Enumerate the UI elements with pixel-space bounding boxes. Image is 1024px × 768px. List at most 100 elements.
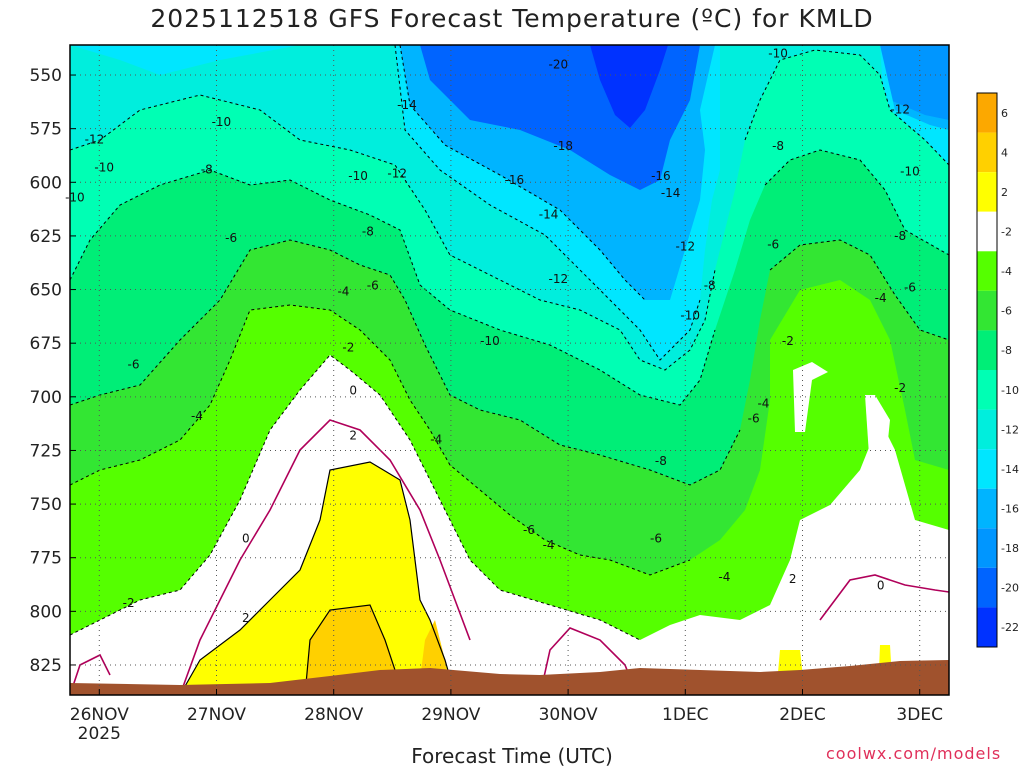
contour-label: -6 <box>650 531 662 545</box>
contour-label: -4 <box>543 538 555 552</box>
y-tick-label: 700 <box>30 388 62 408</box>
colorbar-swatch <box>977 567 997 608</box>
colorbar-label: -6 <box>1001 305 1012 318</box>
contour-label: -18 <box>553 139 573 153</box>
contour-label: -8 <box>201 162 213 176</box>
colorbar-swatch <box>977 251 997 291</box>
y-tick-label: 600 <box>30 173 62 193</box>
contour-label: -4 <box>718 570 730 584</box>
contour-label: -14 <box>397 98 417 112</box>
contour-label: -16 <box>505 173 525 187</box>
x-tick-label: 26NOV <box>70 705 129 725</box>
band-minus2-pocket <box>793 362 828 432</box>
contour-label: -4 <box>191 409 203 423</box>
credit-text: coolwx.com/models <box>826 744 1002 763</box>
contour-label: -6 <box>748 411 760 425</box>
colorbar-label: -16 <box>1001 503 1019 516</box>
terrain <box>70 660 949 695</box>
grid-lines <box>70 45 949 695</box>
contour-label: -4 <box>875 291 887 305</box>
contour-label: -10 <box>900 165 920 179</box>
y-tick-label: 575 <box>30 120 62 140</box>
band-minus22 <box>590 45 668 128</box>
colorbar-label: -20 <box>1001 582 1019 595</box>
contour-label: -12 <box>549 272 569 286</box>
contour-label: -10 <box>212 115 232 129</box>
x-tick-label: 30NOV <box>539 705 598 725</box>
x-tick-label: 2DEC <box>779 705 826 725</box>
colorbar-label: -12 <box>1001 423 1019 436</box>
contour-label: -6 <box>904 280 916 294</box>
plot-frame <box>69 44 950 696</box>
colorbar-label: 2 <box>1001 186 1008 199</box>
band-minus18-east <box>880 45 949 120</box>
y-tick-label: 775 <box>30 549 62 569</box>
contour-label: 2 <box>349 428 357 442</box>
contour-label: -6 <box>767 238 779 252</box>
x-tick-label: 27NOV <box>187 705 246 725</box>
contour-label: -2 <box>123 596 135 610</box>
colorbar-swatch <box>977 93 997 133</box>
x-tick-year: 2025 <box>78 724 121 744</box>
y-tick-label: 625 <box>30 227 62 247</box>
y-tick-label: 675 <box>30 334 62 354</box>
colorbar-swatch <box>977 330 997 370</box>
colorbar-swatch <box>977 607 997 647</box>
contour-label: -10 <box>768 47 788 61</box>
y-tick-label: 750 <box>30 495 62 515</box>
colorbar-swatch <box>977 528 997 568</box>
temperature-field <box>70 45 949 695</box>
colorbar-label: -22 <box>1001 621 1019 634</box>
contour-label: 0 <box>242 531 250 545</box>
contour-label: -14 <box>539 207 559 221</box>
y-tick-label: 825 <box>30 656 62 676</box>
contour-label: -12 <box>85 132 105 146</box>
colorbar-swatch <box>977 488 997 529</box>
contour-label: -4 <box>430 433 442 447</box>
zero-isotherm <box>70 419 949 695</box>
contour-label: -12 <box>387 167 407 181</box>
colorbar-swatch <box>977 172 997 212</box>
contour-lines <box>70 45 949 641</box>
band-minus2-east-pocket <box>865 395 890 470</box>
contour-label: -10 <box>348 169 368 183</box>
contour-label: 0 <box>349 383 357 397</box>
y-axis: 550 575 600 625 650 675 700 725 750 775 800 825 <box>30 66 76 676</box>
contour-label: 0 <box>877 579 885 593</box>
contour-label: -2 <box>782 334 794 348</box>
contour-label: -6 <box>367 278 379 292</box>
contour-label: -14 <box>661 186 681 200</box>
contour-label: -6 <box>523 523 535 537</box>
contour-label: -2 <box>342 340 354 354</box>
colorbar-label: -2 <box>1001 226 1012 239</box>
contour-label: -8 <box>894 229 906 243</box>
colorbar-swatch <box>977 132 997 173</box>
colorbar-label: 6 <box>1001 107 1008 120</box>
x-axis-label: Forecast Time (UTC) <box>411 744 613 768</box>
colorbar-label: -4 <box>1001 265 1012 278</box>
colorbar-swatch <box>977 211 997 252</box>
colorbar-label: -14 <box>1001 463 1019 476</box>
y-tick-label: 650 <box>30 281 62 301</box>
contour-label: -4 <box>337 285 349 299</box>
contour-label: -6 <box>225 231 237 245</box>
contour-label: -8 <box>704 278 716 292</box>
contour-label: -10 <box>65 190 85 204</box>
contour-label: -8 <box>362 225 374 239</box>
colorbar-swatch <box>977 449 997 489</box>
band-plus2 <box>180 462 455 695</box>
contour-label: -8 <box>655 454 667 468</box>
colorbar-label: -8 <box>1001 344 1012 357</box>
x-tick-label: 29NOV <box>421 705 480 725</box>
contour-label: -20 <box>549 57 569 71</box>
contour-label: -10 <box>94 160 114 174</box>
colorbar-frame <box>976 92 998 648</box>
colorbar-label: 4 <box>1001 146 1008 159</box>
y-tick-label: 800 <box>30 602 62 622</box>
colorbar-swatch <box>977 290 997 331</box>
y-tick-label: 725 <box>30 441 62 461</box>
x-tick-label: 3DEC <box>896 705 943 725</box>
colorbar-swatch <box>977 409 997 450</box>
